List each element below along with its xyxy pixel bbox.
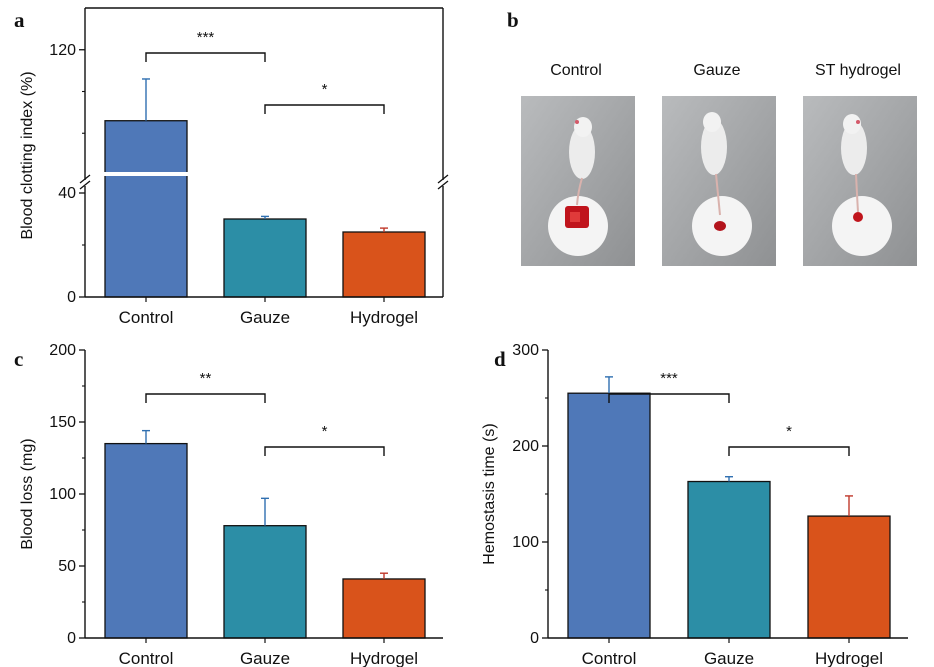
- bar-d-control: [567, 392, 651, 639]
- axis-break-mark-left-a: [79, 180, 91, 190]
- y-tick-label-d-100: 100: [512, 534, 539, 551]
- y-tick-label-a-120: 120: [49, 42, 76, 59]
- category-label-a-hydrogel: Hydrogel: [350, 308, 418, 327]
- y-tick-label-c-100: 100: [49, 486, 76, 503]
- photo-st-hydrogel: [803, 96, 917, 266]
- photo-gauze: [662, 96, 776, 266]
- y-tick-label-c-200: 200: [49, 342, 76, 359]
- category-label-a-control: Control: [119, 308, 174, 327]
- photo-label-st-hydrogel: ST hydrogel: [815, 62, 901, 79]
- category-label-c-hydrogel: Hydrogel: [350, 649, 418, 667]
- chart-c-blood-loss: Control Gauze Hydrogel 0 50 100 150 200 Blood lo…: [19, 342, 443, 667]
- bar-a-gauze: [223, 218, 307, 298]
- photo-label-gauze: Gauze: [693, 62, 740, 79]
- bar-d-gauze: [687, 480, 771, 639]
- panel-letter-a: a: [14, 8, 25, 32]
- y-tick-label-c-0: 0: [67, 630, 76, 647]
- significance-bracket-d-1: [728, 446, 850, 456]
- axis-break-mark-right-a: [437, 180, 449, 190]
- significance-label-d-0: ***: [660, 370, 678, 387]
- category-label-a-gauze: Gauze: [240, 308, 290, 327]
- y-tick-label-c-50: 50: [58, 558, 76, 575]
- photo-label-control: Control: [550, 62, 602, 79]
- chart-a-blood-clotting-index: Control Gauze Hydrogel 0 40 120 Blood clotting…: [19, 7, 449, 327]
- category-label-d-hydrogel: Hydrogel: [815, 649, 883, 667]
- axis-break-mark-left2-a: [79, 174, 91, 184]
- significance-bracket-c-0: [145, 393, 266, 403]
- bar-a-hydrogel: [342, 231, 426, 298]
- significance-label-a-1: *: [322, 81, 328, 98]
- significance-bracket-c-1: [264, 446, 385, 456]
- y-axis-label-d: Hemostasis time (s): [481, 423, 498, 564]
- bar-c-hydrogel: [342, 578, 426, 639]
- significance-label-d-1: *: [786, 423, 792, 440]
- chart-d-hemostasis-time: Control Gauze Hydrogel 0 100 200 300 Hemostasis…: [481, 342, 908, 667]
- y-tick-label-d-0: 0: [530, 630, 539, 647]
- photo-control: [521, 96, 635, 266]
- y-tick-label-a-0: 0: [67, 289, 76, 306]
- y-tick-label-d-300: 300: [512, 342, 539, 359]
- bar-a-control: [104, 120, 188, 298]
- axis-break-mark-right2-a: [437, 174, 449, 184]
- category-label-d-control: Control: [582, 649, 637, 667]
- category-label-c-gauze: Gauze: [240, 649, 290, 667]
- axis-break-band-a: [104, 172, 188, 176]
- significance-label-c-1: *: [322, 423, 328, 440]
- significance-bracket-a-1: [264, 104, 385, 114]
- significance-label-a-0: ***: [197, 29, 215, 46]
- significance-bracket-a-0: [145, 52, 266, 62]
- bar-c-gauze: [223, 525, 307, 639]
- panel-letter-d: d: [494, 347, 506, 371]
- bar-d-hydrogel: [807, 515, 891, 639]
- y-tick-label-d-200: 200: [512, 438, 539, 455]
- category-label-c-control: Control: [119, 649, 174, 667]
- y-tick-label-c-150: 150: [49, 414, 76, 431]
- panel-b-photos: Control Gauze ST hydrogel: [521, 62, 917, 266]
- y-tick-label-a-40: 40: [58, 185, 76, 202]
- bar-c-control: [104, 442, 188, 639]
- panel-letter-b: b: [507, 8, 519, 32]
- panel-letter-c: c: [14, 347, 23, 371]
- y-axis-label-a: Blood clotting index (%): [19, 71, 36, 239]
- significance-label-c-0: **: [200, 370, 212, 387]
- y-axis-label-c: Blood loss (mg): [19, 438, 36, 549]
- significance-bracket-d-0: [608, 393, 730, 403]
- category-label-d-gauze: Gauze: [704, 649, 754, 667]
